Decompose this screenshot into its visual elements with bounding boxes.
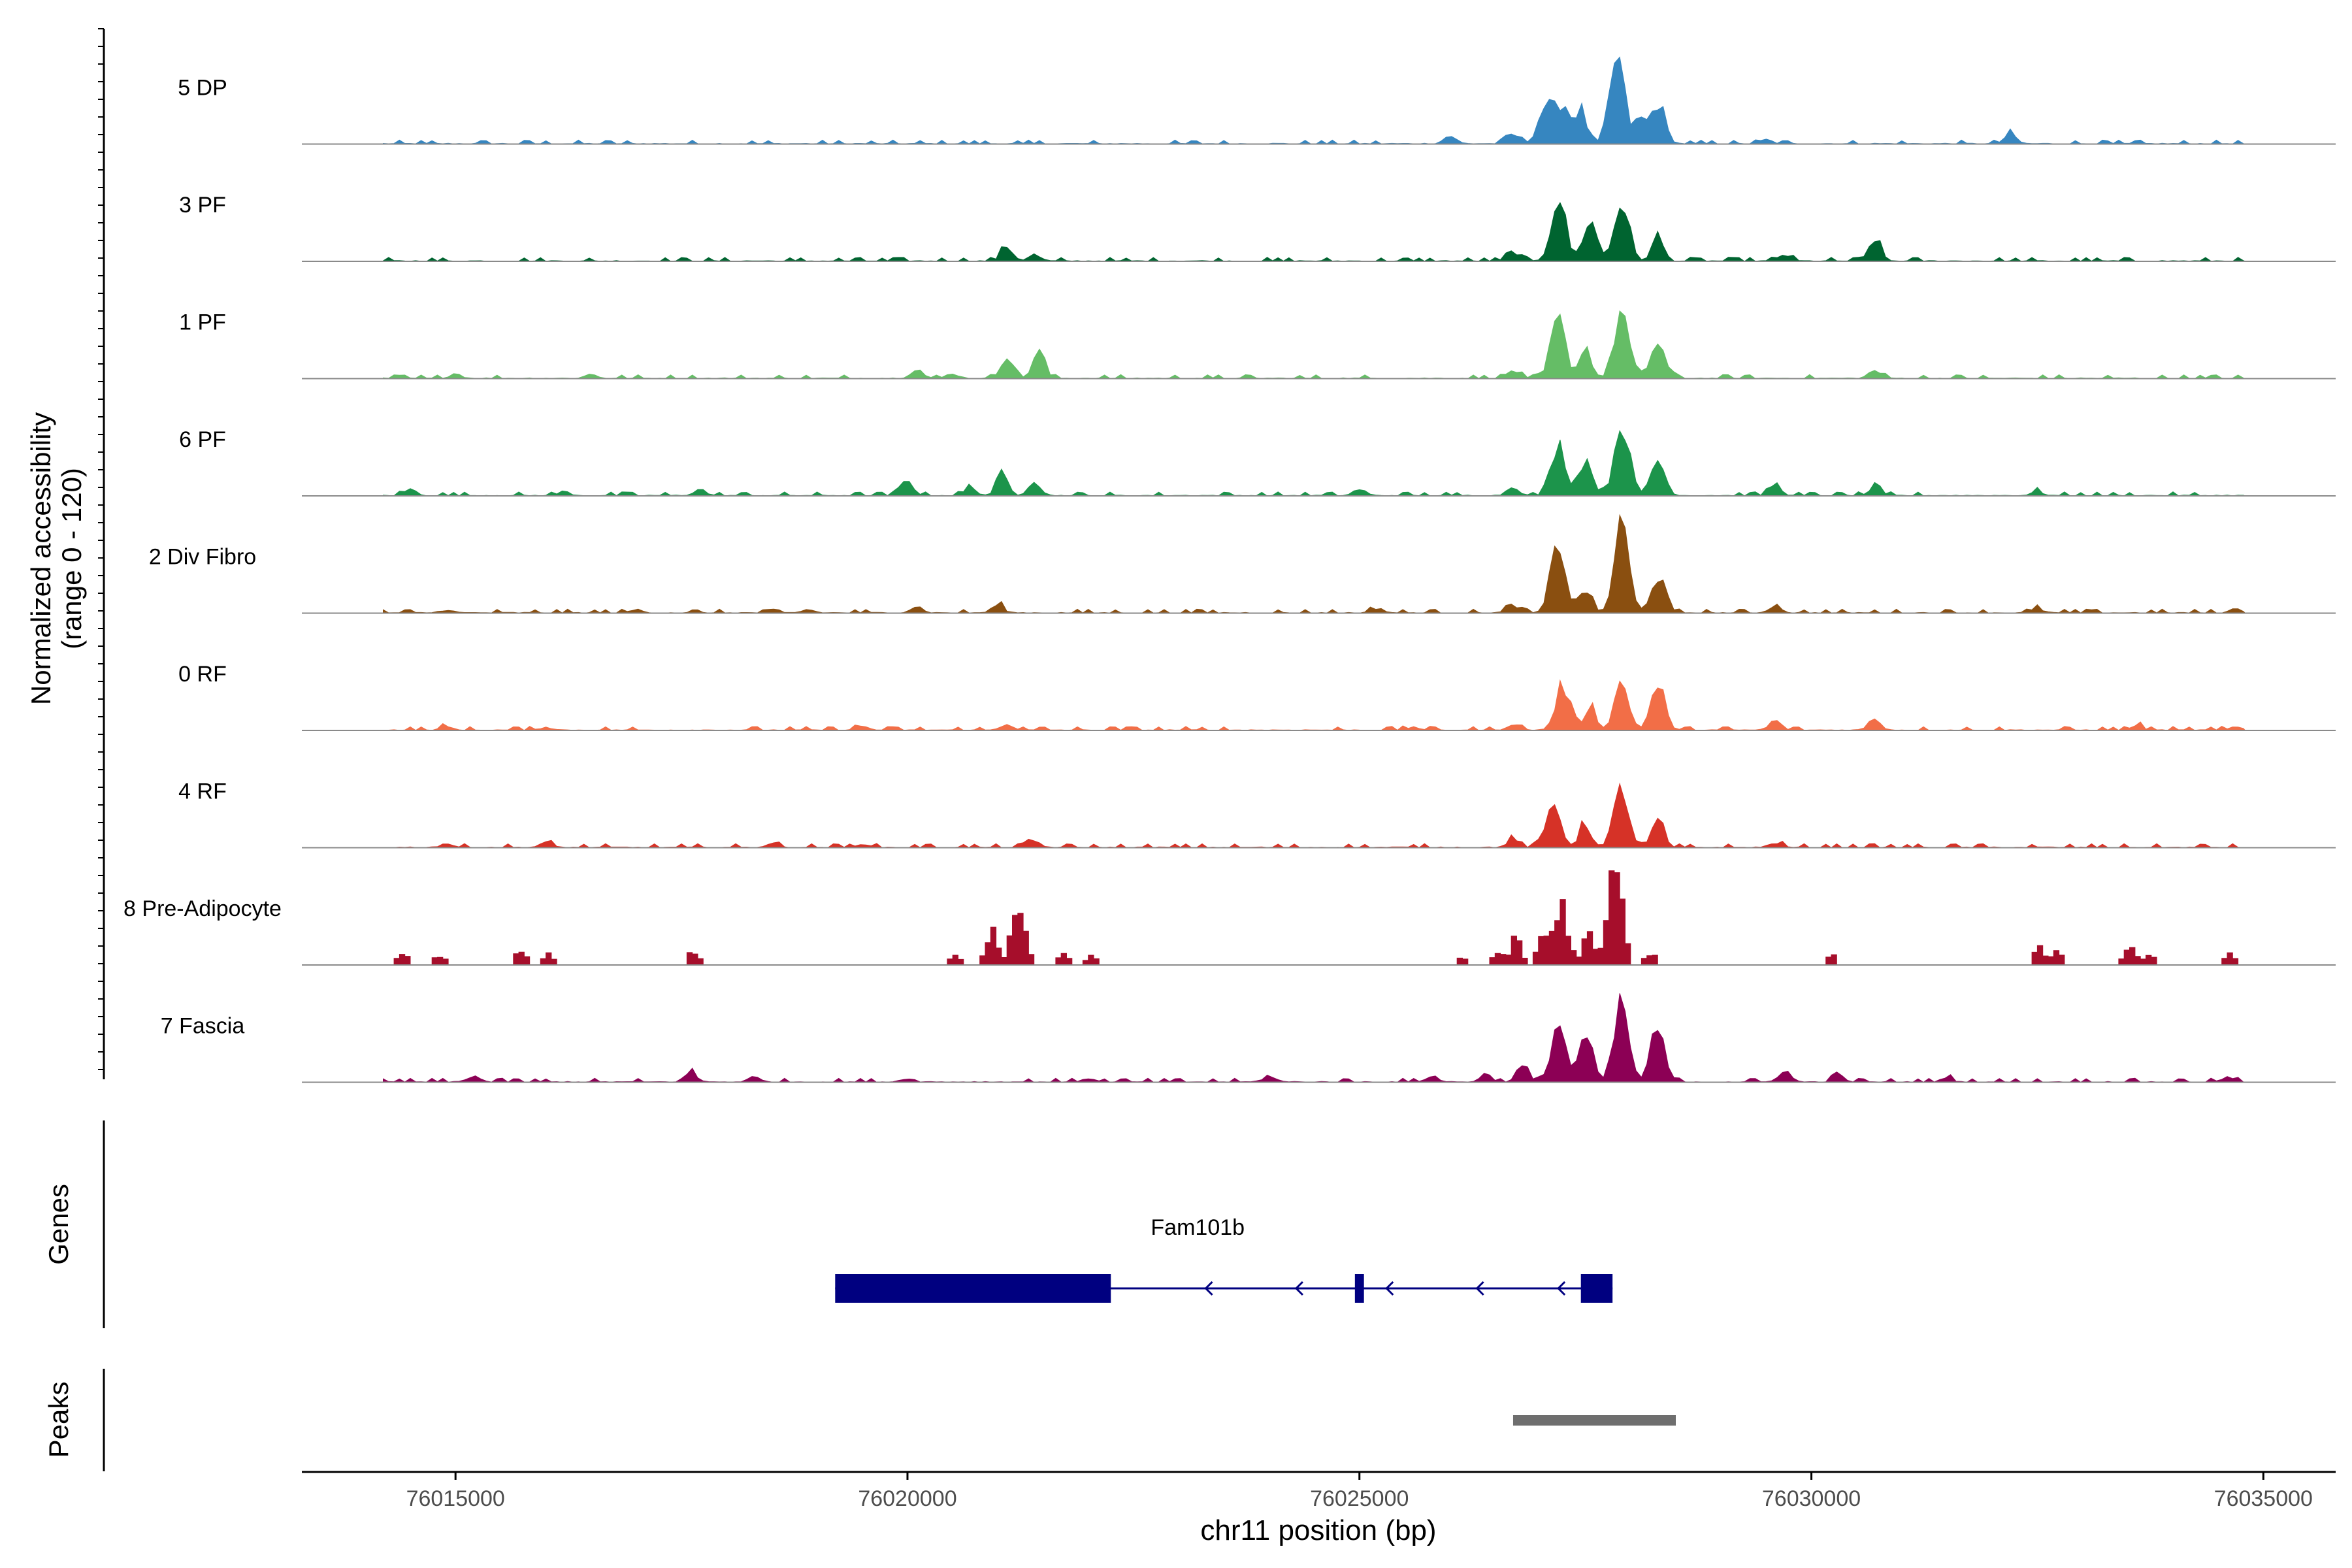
x-tick-label: 76015000	[406, 1486, 505, 1511]
strand-arrow	[1475, 1281, 1484, 1296]
track-label: 8 Pre-Adipocyte	[123, 896, 282, 921]
x-axis-label: chr11 position (bp)	[1200, 1514, 1436, 1546]
strand-arrow	[1557, 1281, 1566, 1296]
genes-panel-label: Genes	[43, 1184, 74, 1265]
strand-arrow	[1204, 1281, 1213, 1296]
gene-exon	[1580, 1274, 1613, 1303]
track-label: 7 Fascia	[161, 1014, 245, 1039]
peaks-panel-label: Peaks	[43, 1382, 74, 1458]
gene-exon	[1354, 1274, 1364, 1303]
gene-exon	[835, 1274, 1111, 1303]
x-tick-label: 76025000	[1310, 1486, 1409, 1511]
track-7-fascia: 7 Fascia	[161, 993, 2336, 1083]
track-0-rf: 0 RF	[178, 662, 2336, 731]
gene-name-label: Fam101b	[1151, 1215, 1245, 1240]
y-axis-label-line1: Normalized accessibility	[25, 412, 56, 705]
gene-fam101b: Fam101b	[835, 1215, 1613, 1303]
coverage-y-ticks	[98, 28, 104, 1070]
x-tick-label: 76035000	[2214, 1486, 2313, 1511]
peak-region	[1512, 1415, 1676, 1426]
track-label: 5 DP	[178, 76, 227, 101]
peaks-panel	[1512, 1415, 1676, 1426]
track-label: 0 RF	[178, 662, 227, 687]
genes-panel: Fam101b	[835, 1215, 1613, 1303]
track-8-pre-adipocyte: 8 Pre-Adipocyte	[123, 870, 2336, 966]
track-label: 6 PF	[179, 427, 226, 452]
x-tick-label: 76020000	[858, 1486, 956, 1511]
track-3-pf: 3 PF	[179, 193, 2336, 262]
track-label: 4 RF	[178, 779, 227, 804]
x-tick-label: 76030000	[1762, 1486, 1861, 1511]
coverage-tracks: 5 DP 3 PF 1 PF 6 PF 2 Div Fibro 0 RF 4 RF 8 Pre…	[123, 56, 2336, 1083]
track-1-pf: 1 PF	[179, 310, 2336, 380]
track-label: 1 PF	[179, 310, 226, 335]
x-axis-ticks: 76015000 76020000 76025000 76030000 76035000	[406, 1472, 2313, 1511]
track-label: 3 PF	[179, 193, 226, 218]
track-4-rf: 4 RF	[178, 779, 2336, 849]
track-6-pf: 6 PF	[179, 427, 2336, 497]
track-2-div-fibro: 2 Div Fibro	[149, 514, 2336, 614]
strand-arrow	[1385, 1281, 1394, 1296]
track-label: 2 Div Fibro	[149, 545, 256, 570]
strand-arrow	[1294, 1281, 1303, 1296]
track-5-dp: 5 DP	[178, 56, 2336, 145]
y-axis-label-line2: (range 0 - 120)	[56, 468, 87, 649]
